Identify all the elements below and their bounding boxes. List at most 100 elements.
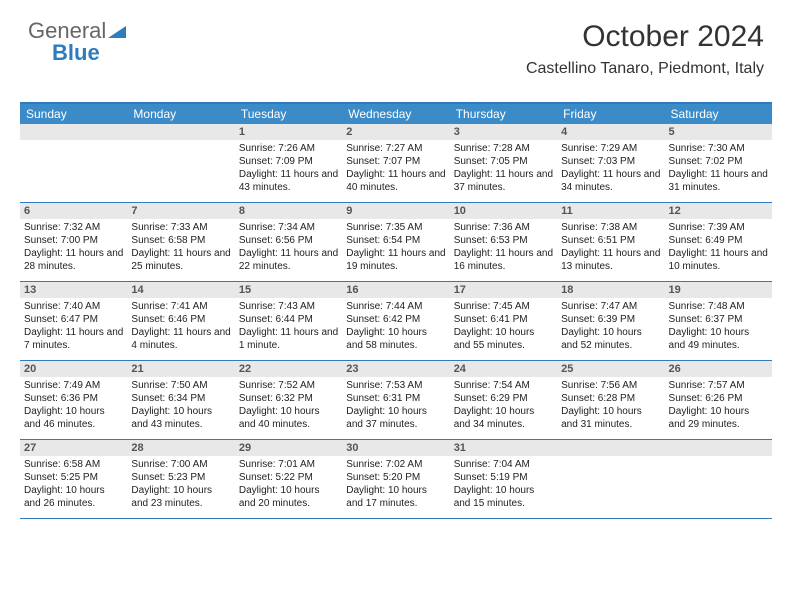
day-info-line: Sunset: 7:09 PM <box>239 155 338 168</box>
day-number: 6 <box>20 203 127 219</box>
calendar-day-cell: 6Sunrise: 7:32 AMSunset: 7:00 PMDaylight… <box>20 203 127 281</box>
day-info-line: Sunrise: 7:38 AM <box>561 221 660 234</box>
day-info-line: Sunrise: 7:33 AM <box>131 221 230 234</box>
day-info-line: Sunrise: 7:48 AM <box>669 300 768 313</box>
day-info-line: Sunrise: 7:02 AM <box>346 458 445 471</box>
day-info-line: Sunrise: 7:01 AM <box>239 458 338 471</box>
day-info-line: Daylight: 11 hours and 22 minutes. <box>239 247 338 273</box>
day-number: 11 <box>557 203 664 219</box>
day-content: Sunrise: 7:39 AMSunset: 6:49 PMDaylight:… <box>665 219 772 277</box>
day-info-line: Sunset: 5:25 PM <box>24 471 123 484</box>
day-content: Sunrise: 7:53 AMSunset: 6:31 PMDaylight:… <box>342 377 449 435</box>
calendar-day-cell: 29Sunrise: 7:01 AMSunset: 5:22 PMDayligh… <box>235 440 342 518</box>
day-number: 9 <box>342 203 449 219</box>
day-number: 21 <box>127 361 234 377</box>
calendar-day-cell: 18Sunrise: 7:47 AMSunset: 6:39 PMDayligh… <box>557 282 664 360</box>
day-info-line: Sunrise: 7:04 AM <box>454 458 553 471</box>
day-info-line: Sunset: 6:42 PM <box>346 313 445 326</box>
day-info-line: Daylight: 10 hours and 29 minutes. <box>669 405 768 431</box>
day-content <box>557 456 664 462</box>
calendar-day-cell: 3Sunrise: 7:28 AMSunset: 7:05 PMDaylight… <box>450 124 557 202</box>
day-info-line: Sunrise: 7:44 AM <box>346 300 445 313</box>
day-info-line: Daylight: 11 hours and 16 minutes. <box>454 247 553 273</box>
brand-logo: General Blue <box>28 18 130 66</box>
day-content: Sunrise: 7:48 AMSunset: 6:37 PMDaylight:… <box>665 298 772 356</box>
weekday-header: Friday <box>557 104 664 124</box>
calendar-day-cell: 20Sunrise: 7:49 AMSunset: 6:36 PMDayligh… <box>20 361 127 439</box>
day-info-line: Daylight: 10 hours and 23 minutes. <box>131 484 230 510</box>
day-number: 8 <box>235 203 342 219</box>
day-number: 1 <box>235 124 342 140</box>
calendar-day-cell: 19Sunrise: 7:48 AMSunset: 6:37 PMDayligh… <box>665 282 772 360</box>
weekday-header: Thursday <box>450 104 557 124</box>
day-info-line: Sunset: 7:02 PM <box>669 155 768 168</box>
calendar-week-row: 1Sunrise: 7:26 AMSunset: 7:09 PMDaylight… <box>20 124 772 203</box>
calendar-day-cell: 2Sunrise: 7:27 AMSunset: 7:07 PMDaylight… <box>342 124 449 202</box>
calendar-day-cell: 13Sunrise: 7:40 AMSunset: 6:47 PMDayligh… <box>20 282 127 360</box>
day-info-line: Sunset: 6:36 PM <box>24 392 123 405</box>
day-info-line: Daylight: 11 hours and 28 minutes. <box>24 247 123 273</box>
calendar-day-cell: 1Sunrise: 7:26 AMSunset: 7:09 PMDaylight… <box>235 124 342 202</box>
day-info-line: Daylight: 11 hours and 25 minutes. <box>131 247 230 273</box>
calendar-day-cell: 7Sunrise: 7:33 AMSunset: 6:58 PMDaylight… <box>127 203 234 281</box>
day-number: 25 <box>557 361 664 377</box>
day-number: 20 <box>20 361 127 377</box>
day-content <box>665 456 772 462</box>
logo-sail-icon <box>108 24 130 40</box>
calendar-day-cell: 11 Sunrise: 7:38 AMSunset: 6:51 PMDayligh… <box>557 203 664 281</box>
weekday-header: Sunday <box>20 104 127 124</box>
day-content: Sunrise: 7:26 AMSunset: 7:09 PMDaylight:… <box>235 140 342 198</box>
weekday-header: Wednesday <box>342 104 449 124</box>
calendar-day-cell: 8Sunrise: 7:34 AMSunset: 6:56 PMDaylight… <box>235 203 342 281</box>
day-content: Sunrise: 7:28 AMSunset: 7:05 PMDaylight:… <box>450 140 557 198</box>
day-content: Sunrise: 7:41 AMSunset: 6:46 PMDaylight:… <box>127 298 234 356</box>
day-info-line: Sunrise: 7:00 AM <box>131 458 230 471</box>
day-info-line: Sunrise: 7:45 AM <box>454 300 553 313</box>
day-number: 22 <box>235 361 342 377</box>
day-content: Sunrise: 7:56 AMSunset: 6:28 PMDaylight:… <box>557 377 664 435</box>
day-info-line: Sunrise: 7:56 AM <box>561 379 660 392</box>
calendar-day-cell: 25Sunrise: 7:56 AMSunset: 6:28 PMDayligh… <box>557 361 664 439</box>
day-info-line: Sunset: 5:19 PM <box>454 471 553 484</box>
day-number: 18 <box>557 282 664 298</box>
day-info-line: Daylight: 10 hours and 43 minutes. <box>131 405 230 431</box>
day-content: Sunrise: 7:30 AMSunset: 7:02 PMDaylight:… <box>665 140 772 198</box>
day-content: Sunrise: 7:04 AMSunset: 5:19 PMDaylight:… <box>450 456 557 514</box>
day-number: 16 <box>342 282 449 298</box>
title-block: October 2024 Castellino Tanaro, Piedmont… <box>526 20 764 78</box>
weekday-header: Saturday <box>665 104 772 124</box>
day-info-line: Daylight: 11 hours and 13 minutes. <box>561 247 660 273</box>
day-number <box>665 440 772 456</box>
day-number: 24 <box>450 361 557 377</box>
day-info-line: Sunset: 6:46 PM <box>131 313 230 326</box>
day-info-line: Sunrise: 7:41 AM <box>131 300 230 313</box>
day-info-line: Daylight: 10 hours and 26 minutes. <box>24 484 123 510</box>
day-info-line: Sunset: 5:20 PM <box>346 471 445 484</box>
month-title: October 2024 <box>526 20 764 54</box>
calendar-day-cell <box>127 124 234 202</box>
day-info-line: Sunset: 6:37 PM <box>669 313 768 326</box>
day-info-line: Sunset: 7:00 PM <box>24 234 123 247</box>
weekday-header-row: SundayMondayTuesdayWednesdayThursdayFrid… <box>20 104 772 124</box>
day-info-line: Sunrise: 7:52 AM <box>239 379 338 392</box>
day-content: Sunrise: 7:32 AMSunset: 7:00 PMDaylight:… <box>20 219 127 277</box>
day-info-line: Daylight: 10 hours and 40 minutes. <box>239 405 338 431</box>
calendar-day-cell: 15Sunrise: 7:43 AMSunset: 6:44 PMDayligh… <box>235 282 342 360</box>
day-info-line: Sunrise: 7:54 AM <box>454 379 553 392</box>
day-content: Sunrise: 7:54 AMSunset: 6:29 PMDaylight:… <box>450 377 557 435</box>
day-number: 26 <box>665 361 772 377</box>
weekday-header: Tuesday <box>235 104 342 124</box>
day-number: 13 <box>20 282 127 298</box>
calendar-week-row: 13Sunrise: 7:40 AMSunset: 6:47 PMDayligh… <box>20 282 772 361</box>
day-content: Sunrise: 7:40 AMSunset: 6:47 PMDaylight:… <box>20 298 127 356</box>
day-info-line: Sunrise: 7:39 AM <box>669 221 768 234</box>
day-info-line: Sunset: 6:51 PM <box>561 234 660 247</box>
day-number <box>127 124 234 140</box>
day-info-line: Daylight: 10 hours and 15 minutes. <box>454 484 553 510</box>
calendar-day-cell: 9Sunrise: 7:35 AMSunset: 6:54 PMDaylight… <box>342 203 449 281</box>
day-number <box>20 124 127 140</box>
day-content <box>127 140 234 146</box>
day-info-line: Sunrise: 7:53 AM <box>346 379 445 392</box>
day-info-line: Sunset: 6:29 PM <box>454 392 553 405</box>
day-content: Sunrise: 7:50 AMSunset: 6:34 PMDaylight:… <box>127 377 234 435</box>
